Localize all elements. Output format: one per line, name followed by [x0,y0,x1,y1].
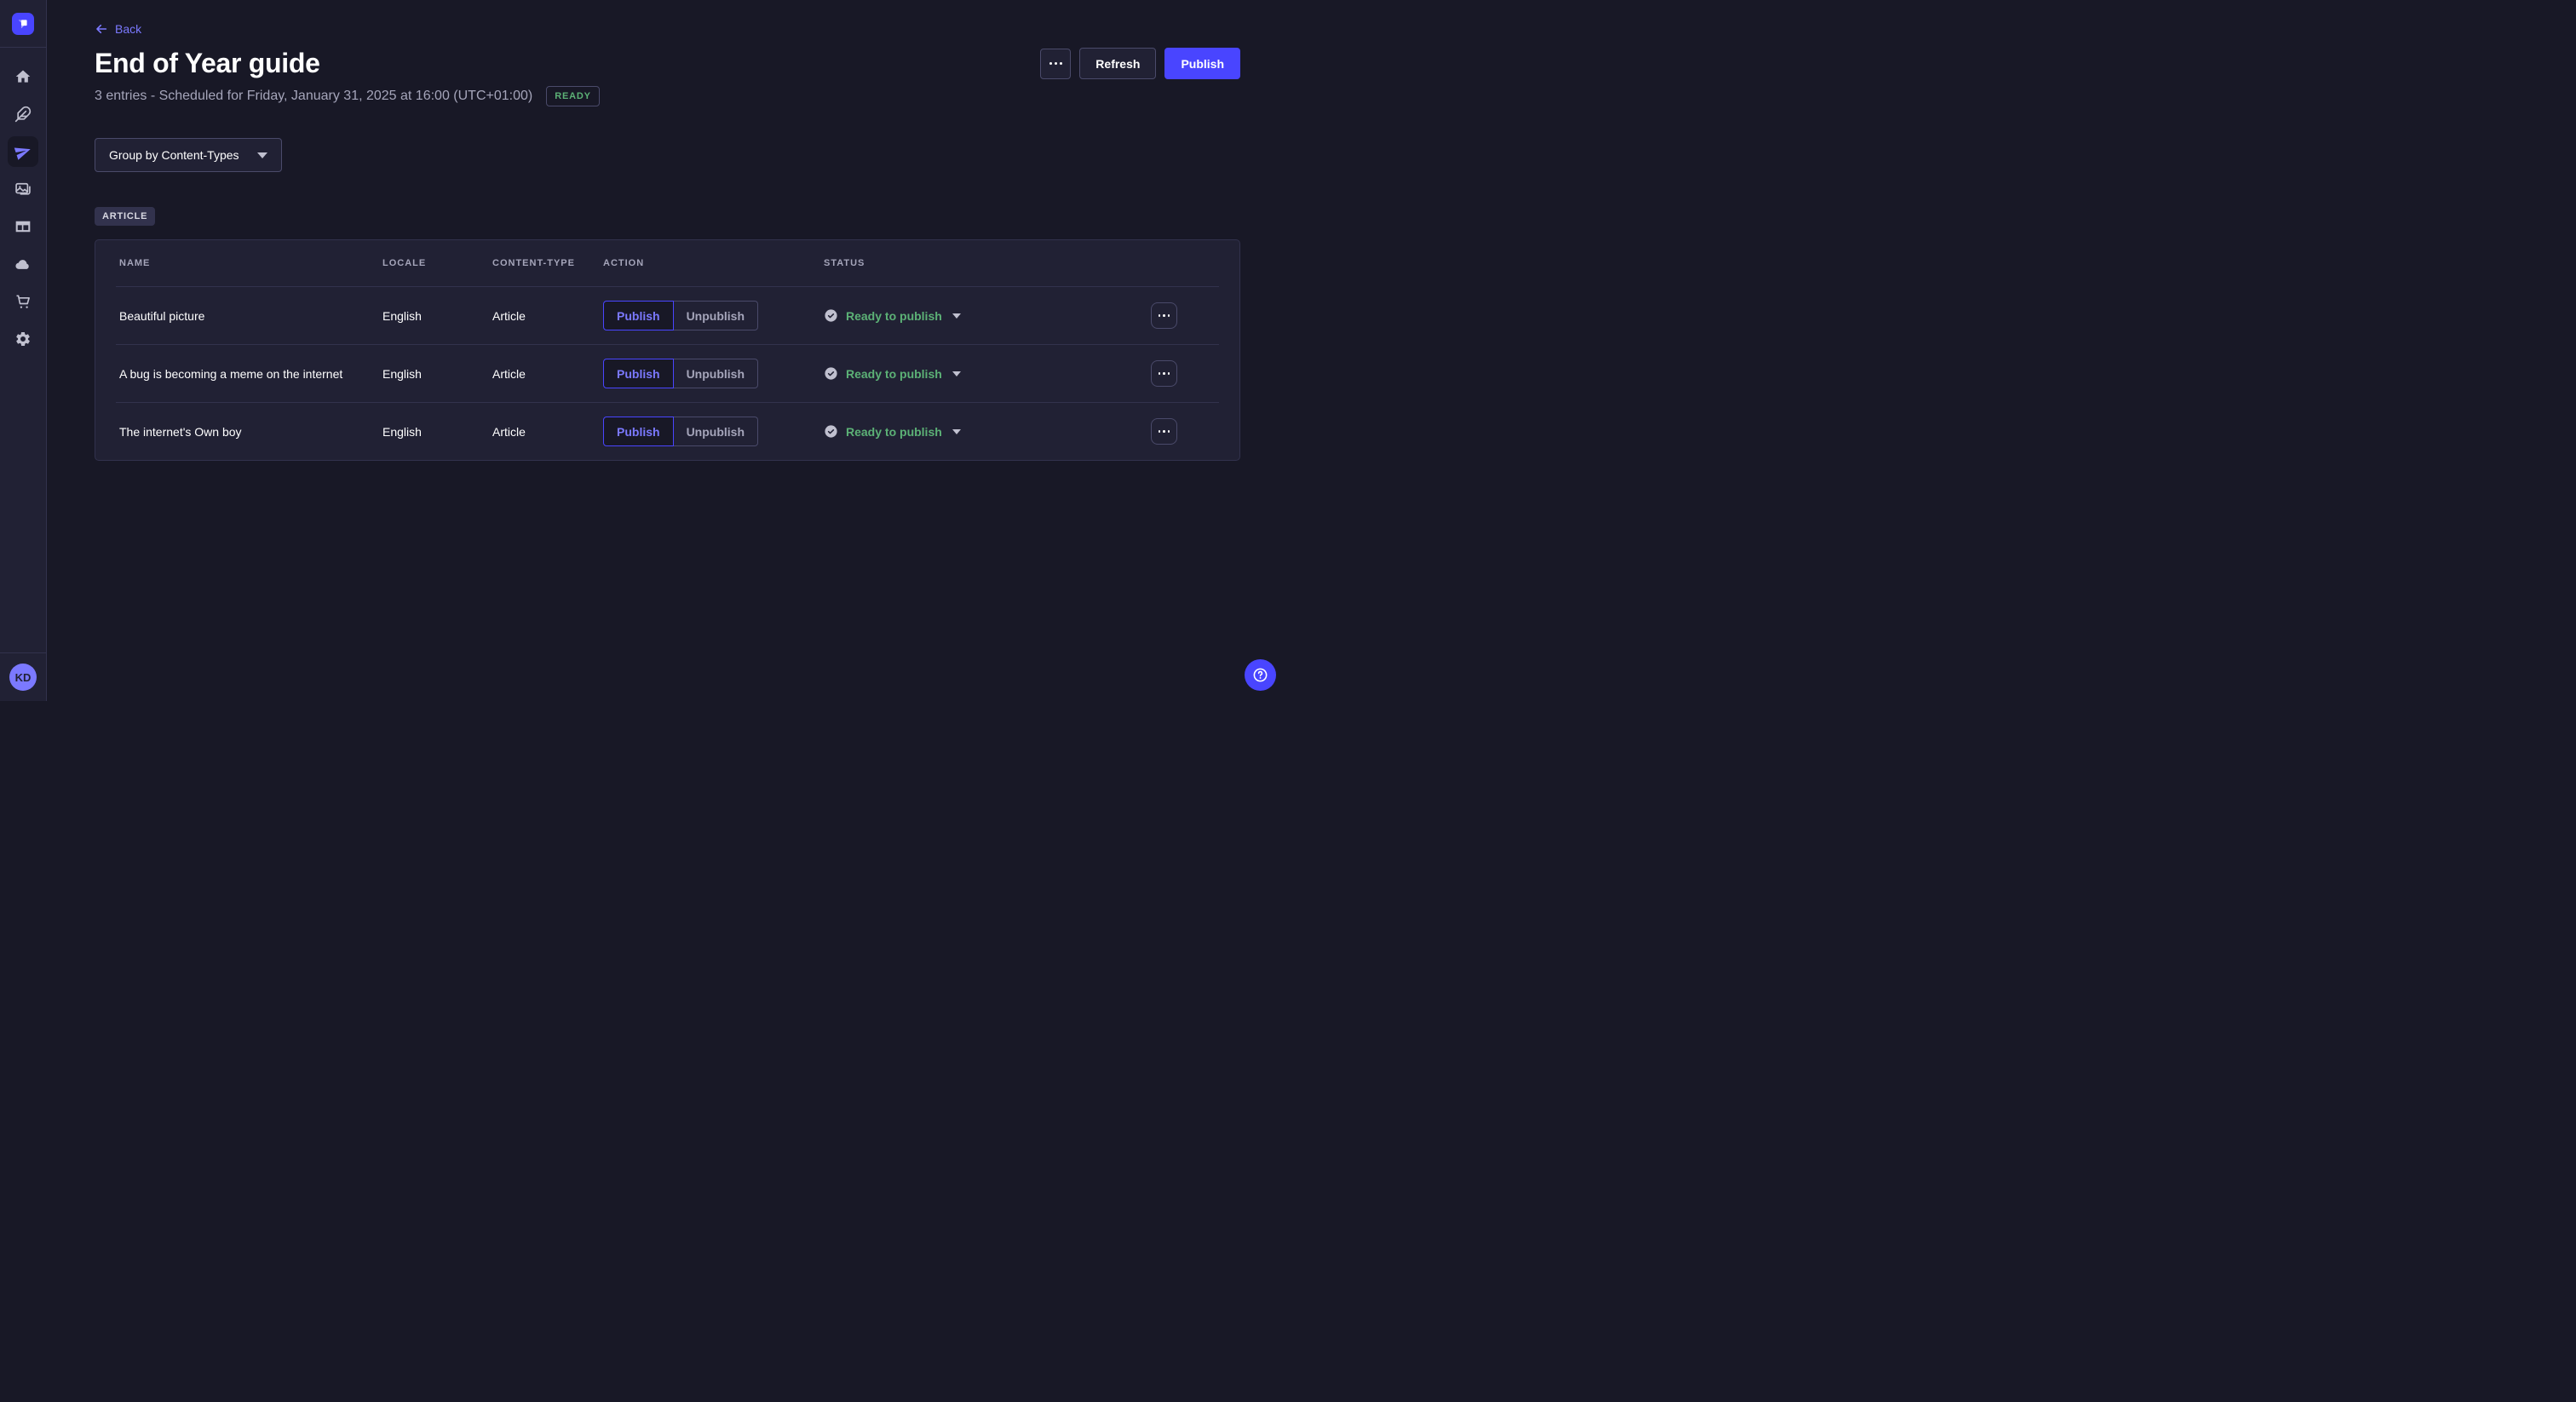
main-content: Back End of Year guide Refresh Publish 3… [47,0,1288,701]
table-header-row: NAME LOCALE CONTENT-TYPE ACTION STATUS [95,240,1239,286]
table-row: Beautiful picture English Article Publis… [95,287,1239,344]
help-button[interactable] [1245,659,1276,691]
chevron-down-icon [257,152,267,158]
group-by-select[interactable]: Group by Content-Types [95,138,282,172]
release-subtitle: 3 entries - Scheduled for Friday, Januar… [95,89,533,103]
entry-content-type: Article [492,424,526,439]
release-status-badge: READY [546,86,600,106]
page-title: End of Year guide [95,48,320,78]
publish-action-button[interactable]: Publish [603,301,674,330]
row-more-button[interactable] [1151,360,1177,387]
feather-icon [14,106,32,123]
entry-status[interactable]: Ready to publish [824,366,1151,381]
table-row: A bug is becoming a meme on the internet… [95,345,1239,402]
entry-locale: English [382,424,422,439]
sidebar-footer: KD [0,652,46,701]
cart-icon [16,295,30,308]
subtitle-row: 3 entries - Scheduled for Friday, Januar… [95,86,1240,106]
table-row: The internet's Own boy English Article P… [95,403,1239,460]
status-label: Ready to publish [846,308,942,323]
entry-name: Beautiful picture [119,308,205,323]
row-divider [116,402,1219,403]
chevron-down-icon [952,313,961,319]
action-toggle-group: Publish Unpublish [603,301,824,330]
row-divider [116,344,1219,345]
check-circle-icon [825,309,837,322]
sidebar-nav [8,61,38,354]
refresh-button[interactable]: Refresh [1079,48,1157,79]
publish-action-button[interactable]: Publish [603,417,674,446]
header-actions: Refresh Publish [1040,48,1240,79]
check-circle-icon [825,367,837,380]
sidebar-item-content-type-builder[interactable] [8,211,38,242]
column-header-content-type: CONTENT-TYPE [492,258,575,268]
arrow-left-icon [96,24,107,34]
header-divider [116,286,1219,287]
sidebar-item-settings[interactable] [8,324,38,354]
entry-locale: English [382,366,422,381]
back-link[interactable]: Back [95,22,141,36]
avatar[interactable]: KD [9,664,37,691]
status-label: Ready to publish [846,366,942,381]
strapi-logo[interactable] [12,12,34,35]
sidebar-item-marketplace[interactable] [8,286,38,317]
layout-icon [15,221,31,233]
entry-status[interactable]: Ready to publish [824,424,1151,439]
unpublish-action-button[interactable]: Unpublish [673,359,758,388]
chevron-down-icon [952,428,961,434]
home-icon [15,70,31,83]
ellipsis-icon [1158,430,1161,433]
check-circle-icon [825,425,837,438]
gear-icon [16,331,30,347]
main-sidebar: KD [0,0,47,701]
release-more-button[interactable] [1040,48,1072,79]
status-label: Ready to publish [846,424,942,439]
row-more-button[interactable] [1151,418,1177,445]
paper-plane-icon [14,147,31,160]
title-row: End of Year guide Refresh Publish [95,48,1240,79]
entries-table: NAME LOCALE CONTENT-TYPE ACTION STATUS B… [95,239,1240,461]
media-library-icon [15,182,31,195]
publish-action-button[interactable]: Publish [603,359,674,388]
content-type-group-badge: ARTICLE [95,207,156,226]
entry-name: A bug is becoming a meme on the internet [119,366,343,381]
unpublish-action-button[interactable]: Unpublish [673,417,758,446]
entry-name: The internet's Own boy [119,424,242,439]
ellipsis-icon [1158,314,1161,317]
sidebar-item-content-manager[interactable] [8,99,38,129]
entry-status[interactable]: Ready to publish [824,308,1151,323]
cloud-icon [15,260,29,269]
entry-locale: English [382,308,422,323]
column-header-name: NAME [119,258,151,268]
column-header-action: ACTION [603,258,645,268]
sidebar-item-releases[interactable] [8,136,38,167]
help-icon [1253,668,1268,682]
row-more-button[interactable] [1151,302,1177,329]
sidebar-item-deploy[interactable] [8,249,38,279]
entry-content-type: Article [492,366,526,381]
ellipsis-icon [1158,372,1161,375]
group-by-value: Group by Content-Types [109,148,239,162]
chevron-down-icon [952,371,961,376]
publish-release-button[interactable]: Publish [1164,48,1240,79]
entry-content-type: Article [492,308,526,323]
column-header-status: STATUS [824,258,865,268]
sidebar-item-home[interactable] [8,61,38,92]
ellipsis-icon [1049,62,1052,65]
strapi-logo-glyph [18,19,27,28]
back-label: Back [115,22,142,36]
sidebar-item-media-library[interactable] [8,174,38,204]
action-toggle-group: Publish Unpublish [603,417,824,446]
column-header-locale: LOCALE [382,258,427,268]
logo-container [0,0,46,48]
unpublish-action-button[interactable]: Unpublish [673,301,758,330]
action-toggle-group: Publish Unpublish [603,359,824,388]
